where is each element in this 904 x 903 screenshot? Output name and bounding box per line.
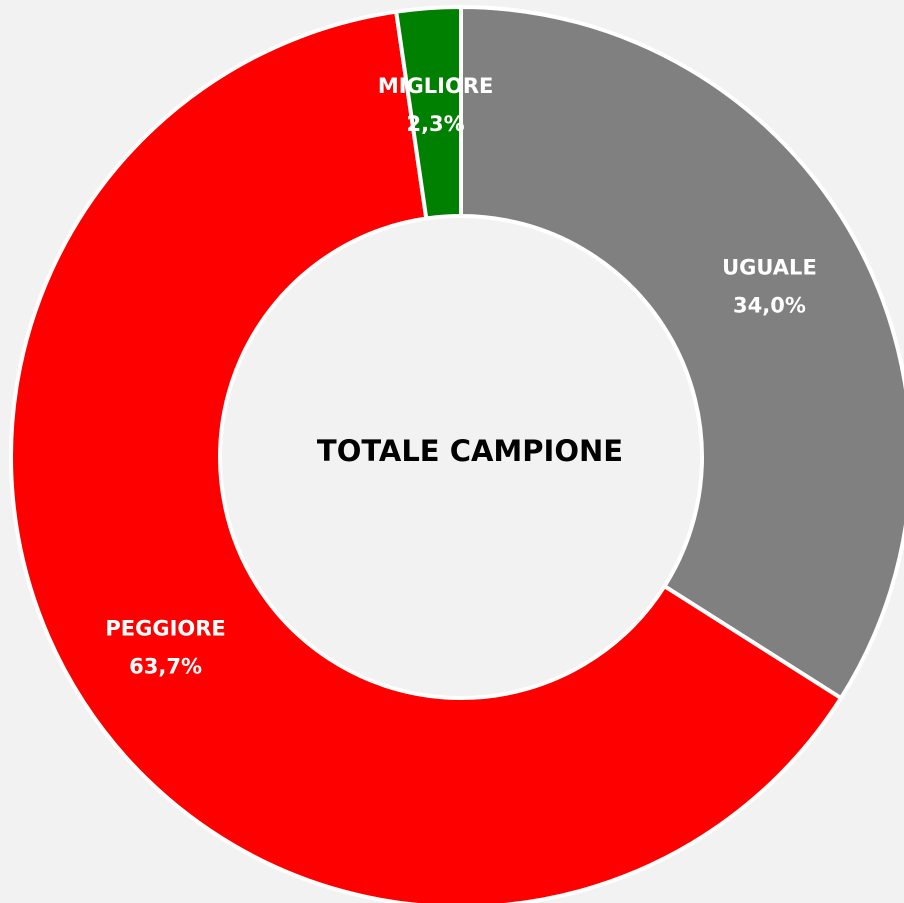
labels: UGUALE 34,0% PEGGIORE 63,7% MIGLIORE 2,3% [105,74,816,678]
value-label: 2,3% [406,112,464,136]
donut-slice [459,4,904,701]
category-label: MIGLIORE [378,74,494,98]
slices [9,4,904,903]
category-label: PEGGIORE [105,616,225,640]
category-label: UGUALE [722,255,817,279]
chart-title: TOTALE CAMPIONE [317,434,623,468]
donut-slice [9,9,844,903]
donut-slice [393,4,463,221]
value-label: 63,7% [129,654,202,678]
value-label: 34,0% [733,293,806,317]
